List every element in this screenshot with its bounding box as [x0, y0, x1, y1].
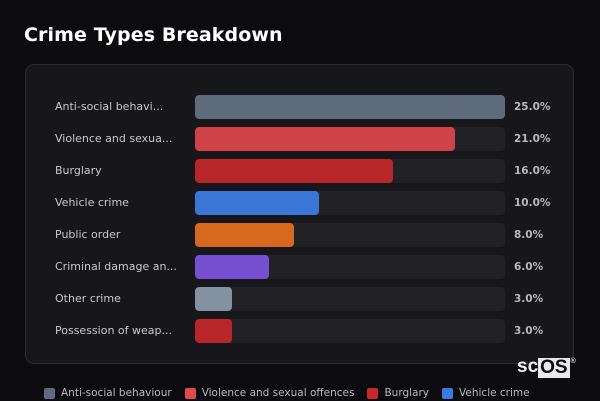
logo-text-os: OS	[538, 357, 570, 378]
bar-track[interactable]	[195, 127, 505, 151]
bar-label: Other crime	[55, 292, 121, 305]
bar-value: 6.0%	[514, 261, 544, 273]
chart-legend: Anti-social behaviour Violence and sexual…	[44, 385, 543, 401]
bar-fill[interactable]	[195, 159, 394, 183]
bar-row: Anti-social behavi... 25.0%	[26, 95, 573, 119]
bar-label: Burglary	[55, 164, 102, 177]
bar-label: Public order	[55, 228, 121, 241]
bar-row: Burglary 16.0%	[26, 159, 573, 183]
page-title: Crime Types Breakdown	[24, 24, 283, 46]
legend-swatch-icon	[442, 387, 454, 399]
bar-track[interactable]	[195, 319, 505, 343]
legend-swatch-icon	[367, 387, 379, 399]
legend-item[interactable]: Anti-social behaviour	[44, 387, 172, 399]
bar-fill[interactable]	[195, 255, 270, 279]
bar-value: 3.0%	[514, 293, 544, 305]
legend-item[interactable]: Burglary	[367, 387, 429, 399]
bar-track[interactable]	[195, 255, 505, 279]
bar-track[interactable]	[195, 95, 505, 119]
bar-row: Violence and sexua... 21.0%	[26, 127, 573, 151]
bar-value: 8.0%	[514, 229, 544, 241]
bar-fill[interactable]	[195, 319, 233, 343]
bar-value: 10.0%	[514, 197, 551, 209]
bar-row: Public order 8.0%	[26, 223, 573, 247]
bar-value: 3.0%	[514, 325, 544, 337]
bar-row: Possession of weap... 3.0%	[26, 319, 573, 343]
legend-swatch-icon	[184, 387, 196, 399]
legend-swatch-icon	[44, 387, 55, 399]
legend-label: Burglary	[384, 387, 430, 399]
legend-label: Anti-social behaviour	[61, 387, 172, 399]
bar-track[interactable]	[195, 287, 505, 311]
chart-panel: Anti-social behavi... 25.0% Violence and s…	[25, 64, 574, 364]
bar-label: Violence and sexua...	[55, 132, 173, 145]
bar-value: 16.0%	[514, 165, 551, 177]
bar-track[interactable]	[195, 191, 505, 215]
bar-track[interactable]	[195, 159, 505, 183]
bar-label: Criminal damage an...	[55, 260, 177, 273]
bar-fill[interactable]	[195, 191, 319, 215]
bar-fill[interactable]	[195, 127, 456, 151]
bar-row: Vehicle crime 10.0%	[26, 191, 573, 215]
registered-mark: ®	[570, 358, 576, 365]
bar-value: 25.0%	[514, 101, 551, 113]
bar-row: Criminal damage an... 6.0%	[26, 255, 573, 279]
bar-label: Possession of weap...	[55, 324, 172, 337]
bar-value: 21.0%	[514, 133, 551, 145]
bar-track[interactable]	[195, 223, 505, 247]
bar-row: Other crime 3.0%	[26, 287, 573, 311]
legend-label: Vehicle crime	[459, 387, 530, 399]
legend-item[interactable]: Vehicle crime	[442, 387, 530, 399]
bar-label: Vehicle crime	[55, 196, 129, 209]
bar-fill[interactable]	[195, 223, 295, 247]
legend-item[interactable]: Violence and sexual offences	[184, 387, 355, 399]
bar-fill[interactable]	[195, 95, 505, 119]
logo-text-sc: sc	[517, 356, 539, 377]
scos-logo: sc OS ®	[517, 356, 576, 378]
bar-label: Anti-social behavi...	[55, 100, 164, 113]
legend-label: Violence and sexual offences	[201, 387, 355, 399]
bar-fill[interactable]	[195, 287, 233, 311]
